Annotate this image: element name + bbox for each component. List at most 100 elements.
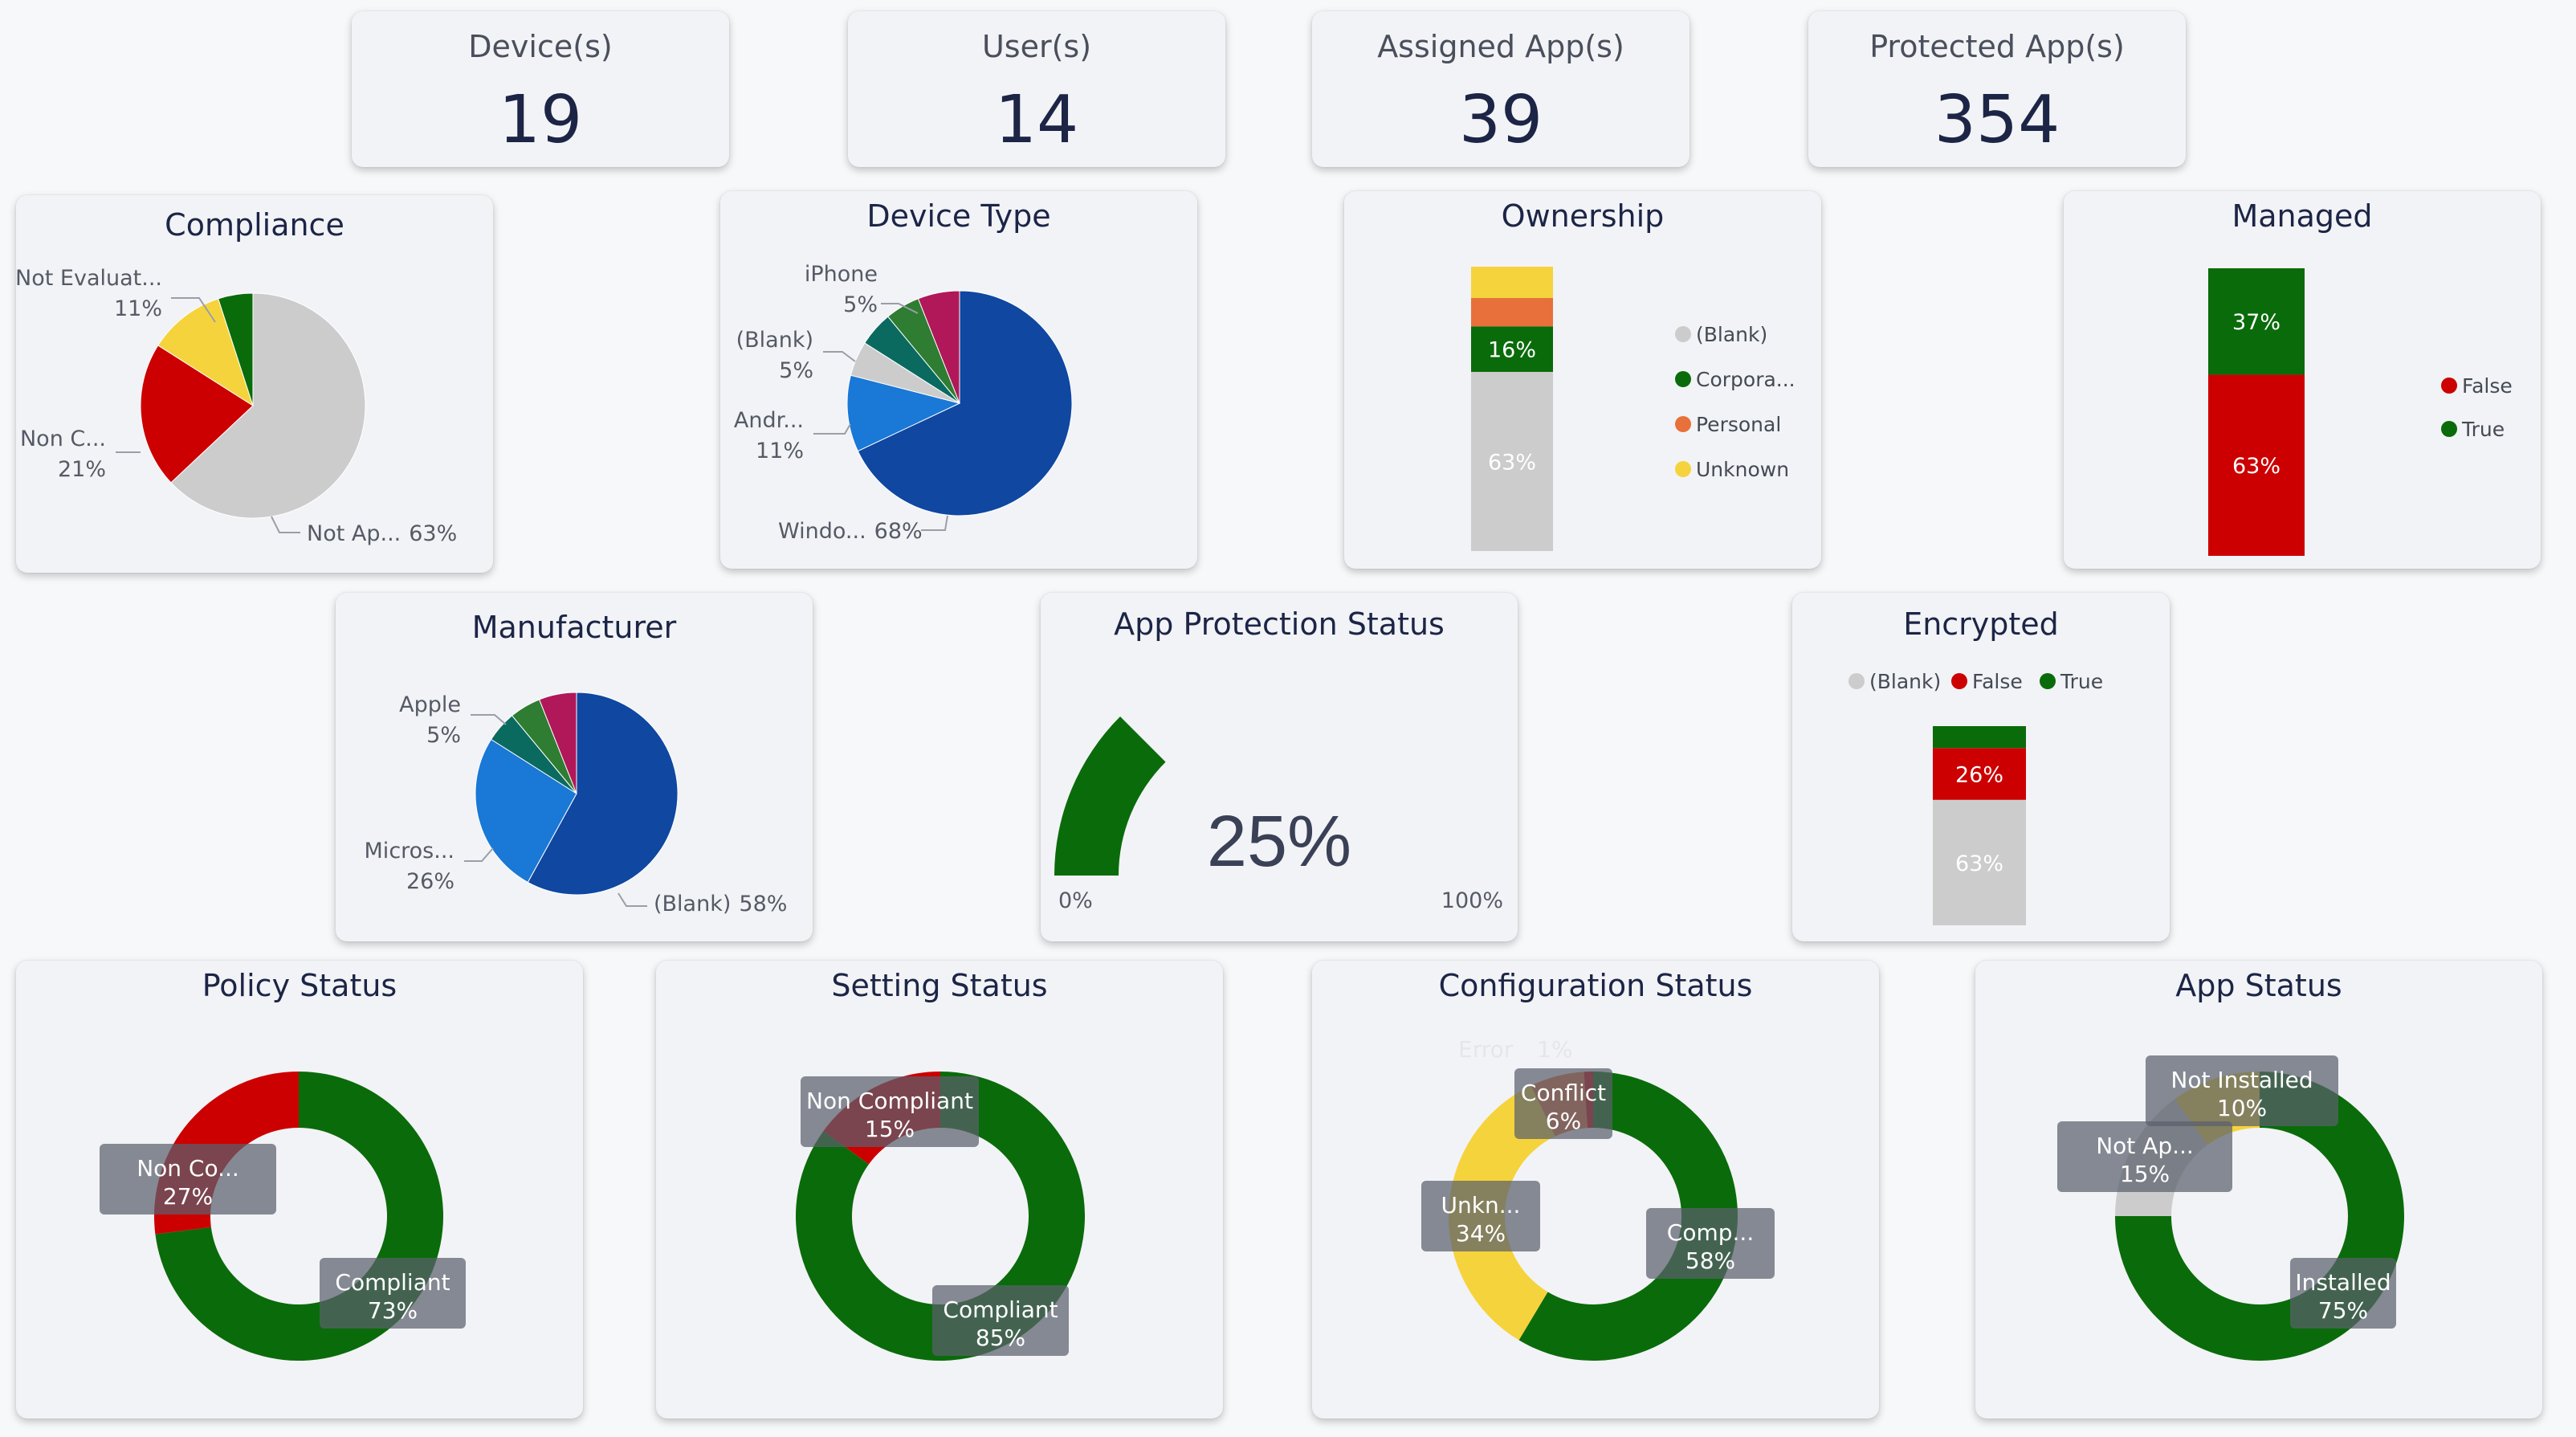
slice-percent: 5%	[843, 292, 878, 317]
kpi-label: Protected App(s)	[1869, 29, 2125, 64]
pie-slice	[857, 290, 1073, 516]
compliance-chart-card[interactable]: Compliance Not Evaluat... 11% Non C... 21% No…	[16, 195, 493, 573]
data-label-box	[2057, 1121, 2232, 1192]
pie-slice	[475, 738, 577, 884]
pie-slice	[140, 345, 254, 484]
chart-title: App Protection Status	[1114, 606, 1445, 642]
chart-title: App Status	[2175, 968, 2342, 1003]
data-label-box	[1646, 1208, 1775, 1279]
pie-slice	[538, 692, 577, 794]
legend-marker	[1951, 673, 1967, 689]
chart-title: Ownership	[1502, 198, 1665, 234]
bar-segment	[1933, 748, 2026, 800]
data-label-box	[2146, 1055, 2338, 1126]
legend-marker	[1675, 371, 1691, 387]
slice-percent: 58%	[739, 892, 787, 916]
kpi-card-assigned-apps[interactable]: Assigned App(s) 39	[1312, 11, 1689, 167]
slice-label: Conflict	[1521, 1080, 1606, 1106]
policy-status-chart-card[interactable]: Policy Status Non Co... 27% Compliant 73%	[16, 961, 583, 1419]
gauge-fill	[1054, 716, 1166, 876]
bar-label: 37%	[2232, 310, 2280, 335]
data-label-box	[932, 1285, 1069, 1356]
slice-label: Andr...	[734, 408, 804, 433]
slice-percent: 11%	[114, 296, 162, 321]
managed-chart-card[interactable]: Managed 63% 37% False True	[2064, 191, 2541, 569]
bar-label: 26%	[1955, 763, 2003, 788]
data-label-box	[2290, 1258, 2396, 1329]
manufacturer-chart-card[interactable]: Manufacturer Apple 5% Micros... 26% (Blank) 58…	[336, 593, 813, 941]
bar-segment	[2208, 268, 2305, 375]
legend-marker	[1848, 673, 1865, 689]
legend-label: (Blank)	[1869, 670, 1941, 693]
setting-status-chart-card[interactable]: Setting Status Non Compliant 15% Compliant 8…	[656, 961, 1223, 1419]
slice-label: Micros...	[365, 839, 454, 863]
slice-label: Non Compliant	[806, 1088, 973, 1114]
bar-segment	[1471, 371, 1553, 551]
chart-title: Device Type	[866, 198, 1050, 234]
slice-percent: 15%	[865, 1116, 915, 1142]
slice-percent: 68%	[874, 519, 923, 544]
slice-label: Not Ap...	[2096, 1133, 2194, 1159]
kpi-label: Assigned App(s)	[1377, 29, 1624, 64]
chart-title: Policy Status	[202, 968, 397, 1003]
bar-label: 16%	[1488, 338, 1536, 363]
chart-title: Manufacturer	[472, 610, 677, 645]
kpi-value: 39	[1458, 82, 1543, 158]
ownership-chart: Ownership 63% 16% (Blank) Corpora... Personal…	[1471, 198, 1795, 551]
leader-line	[271, 516, 300, 533]
legend-marker	[1675, 326, 1691, 342]
pie-slice	[170, 292, 366, 519]
kpi-value: 19	[498, 82, 583, 158]
bar-label: 63%	[2232, 454, 2280, 479]
encrypted-chart-card[interactable]: Encrypted 63% 26% (Blank) False True	[1792, 593, 2170, 941]
app-protection-gauge-card[interactable]: App Protection Status 25% 0% 100%	[1041, 593, 1518, 941]
kpi-card-devices[interactable]: Device(s) 19	[352, 11, 729, 167]
device-type-chart-card[interactable]: Device Type iPhone 5% (Blank) 5% Andr... 11% Wi…	[720, 191, 1197, 569]
chart-title: Configuration Status	[1439, 968, 1753, 1003]
leader-line	[921, 515, 948, 531]
app-protection-gauge: App Protection Status 25% 0% 100%	[1054, 606, 1504, 913]
slice-percent: 6%	[1546, 1108, 1581, 1134]
legend-marker	[1675, 461, 1691, 477]
chart-title: Setting Status	[831, 968, 1047, 1003]
bar-segment	[1471, 326, 1553, 372]
manufacturer-chart: Manufacturer Apple 5% Micros... 26% (Blank) 58…	[365, 610, 788, 916]
slice-percent: 5%	[426, 723, 461, 748]
slice-percent: 11%	[756, 439, 804, 463]
slice-percent: 15%	[2120, 1161, 2170, 1187]
slice-label: Not Installed	[2170, 1067, 2313, 1093]
app-status-chart-card[interactable]: App Status Not Installed 10% Not Ap... 15% In…	[1975, 961, 2542, 1419]
slice-label: Apple	[399, 692, 461, 717]
bar-segment	[1933, 726, 2026, 749]
device-type-chart: Device Type iPhone 5% (Blank) 5% Andr... 11% Wi…	[734, 198, 1073, 544]
leader-line	[823, 351, 856, 362]
data-label-box	[801, 1076, 979, 1147]
slice-percent: 5%	[779, 358, 813, 383]
slice-name: Windo...	[778, 519, 866, 544]
configuration-status-chart-card[interactable]: Configuration Status Error 1% Conflict 6% Unk…	[1312, 961, 1879, 1419]
slice-label: iPhone	[805, 262, 878, 287]
legend-label: Personal	[1696, 413, 1781, 436]
bar-segment	[2208, 374, 2305, 556]
bar-label: 63%	[1488, 450, 1536, 475]
chart-title: Managed	[2232, 198, 2372, 234]
legend-marker	[2441, 378, 2457, 394]
slice-label: Non C...	[20, 427, 106, 451]
slice-percent: 34%	[1456, 1220, 1506, 1247]
kpi-card-users[interactable]: User(s) 14	[848, 11, 1225, 167]
kpi-card-protected-apps[interactable]: Protected App(s) 354	[1808, 11, 2186, 167]
ownership-chart-card[interactable]: Ownership 63% 16% (Blank) Corpora... Personal…	[1344, 191, 1821, 569]
legend-label: True	[2060, 670, 2103, 693]
legend-label: False	[2462, 374, 2513, 398]
leader-line	[881, 303, 919, 314]
slice-name: Not Ap...	[307, 521, 401, 546]
gauge-min-label: 0%	[1058, 888, 1093, 913]
slice-label: Non Co...	[137, 1155, 239, 1182]
slice-percent: 63%	[409, 521, 457, 546]
pie-slice	[157, 298, 254, 407]
legend-label: False	[1972, 670, 2023, 693]
